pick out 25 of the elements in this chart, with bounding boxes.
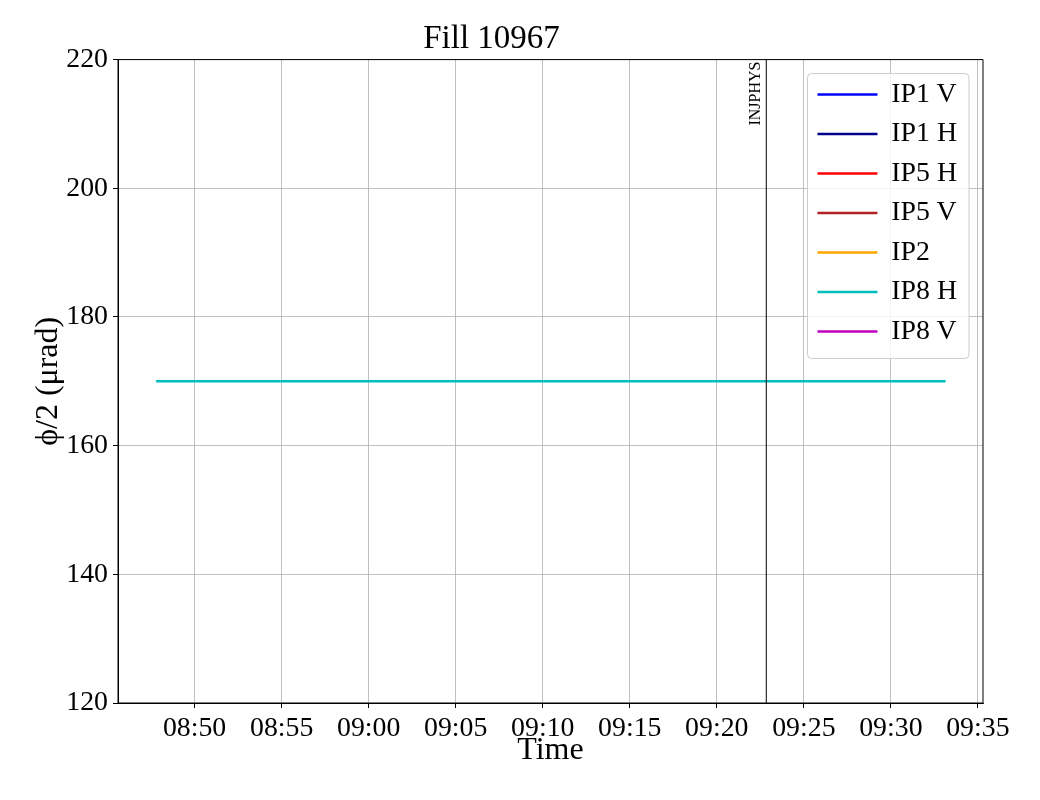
x-tick-label: 09:35 (946, 710, 1010, 742)
x-tick-label: 09:00 (337, 710, 401, 742)
legend-label: IP1 V (891, 76, 957, 108)
x-tick-label: 09:20 (685, 710, 749, 742)
y-tick-label: 120 (66, 685, 108, 717)
y-tick-label: 220 (66, 41, 108, 73)
y-axis-title: ϕ/2 (μrad) (27, 316, 64, 446)
x-tick-label: 08:55 (250, 710, 314, 742)
x-tick-label: 09:05 (424, 710, 488, 742)
legend-label: IP5 H (891, 155, 957, 187)
x-tick-label: 09:25 (772, 710, 836, 742)
legend-label: IP1 H (891, 116, 957, 148)
legend-label: IP2 (891, 234, 930, 266)
y-tick-label: 160 (66, 427, 108, 459)
y-tick-label: 140 (66, 556, 108, 588)
y-tick-label: 200 (66, 170, 108, 202)
ref-line-label: INJPHYS (746, 61, 764, 126)
y-tick-label: 180 (66, 299, 108, 331)
x-tick-label: 09:15 (598, 710, 662, 742)
chart-title: Fill 10967 (423, 19, 560, 56)
legend-label: IP8 V (891, 313, 957, 345)
legend-label: IP5 V (891, 195, 957, 227)
legend-label: IP8 H (891, 274, 957, 306)
x-tick-label: 08:50 (162, 710, 227, 742)
x-tick-label: 09:30 (859, 710, 923, 742)
